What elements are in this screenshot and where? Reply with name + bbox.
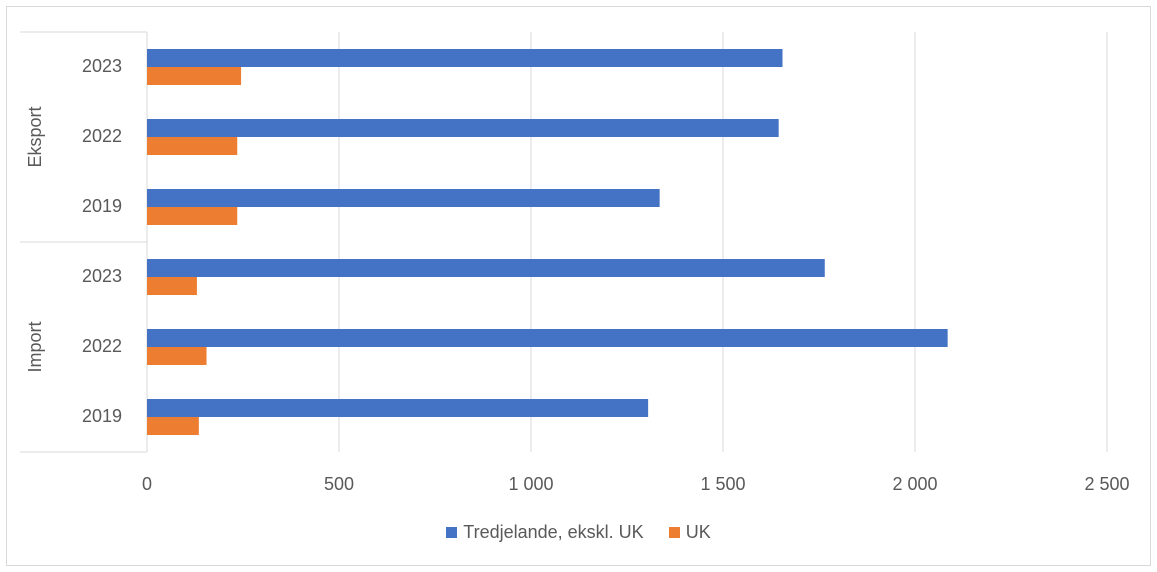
bar-series-1 — [147, 329, 948, 347]
bar-series-2 — [147, 207, 238, 225]
bar-series-1 — [147, 49, 783, 67]
x-tick-label: 1 500 — [700, 474, 745, 494]
category-label: 2022 — [82, 336, 122, 356]
x-tick-label: 0 — [142, 474, 152, 494]
category-label: 2023 — [82, 56, 122, 76]
bar-series-2 — [147, 417, 199, 435]
bar-series-1 — [147, 399, 649, 417]
category-label: 2019 — [82, 196, 122, 216]
bar-series-2 — [147, 347, 207, 365]
bar-series-1 — [147, 119, 779, 137]
legend: Tredjelande, ekskl. UK UK — [0, 522, 1157, 543]
category-label: 2023 — [82, 266, 122, 286]
bar-series-1 — [147, 189, 660, 207]
x-tick-label: 2 000 — [892, 474, 937, 494]
group-label: Eksport — [25, 106, 45, 167]
legend-item-series-2: UK — [668, 522, 711, 543]
category-label: 2019 — [82, 406, 122, 426]
gridlines — [146, 32, 1108, 452]
bar-series-2 — [147, 277, 197, 295]
legend-swatch-series-2 — [668, 527, 680, 538]
bar-series-1 — [147, 259, 825, 277]
x-tick-label: 2 500 — [1084, 474, 1129, 494]
legend-swatch-series-1 — [446, 527, 458, 538]
legend-item-series-1: Tredjelande, ekskl. UK — [446, 522, 644, 543]
category-axis: Eksport 2023 2022 2019 Import 2023 2022 2019 — [20, 31, 148, 453]
x-tick-label: 500 — [324, 474, 354, 494]
bars — [147, 49, 948, 435]
x-tick-labels: 0 500 1 000 1 500 2 000 2 500 — [142, 474, 1130, 494]
legend-label-series-2: UK — [685, 522, 711, 542]
x-tick-label: 1 000 — [508, 474, 553, 494]
bar-series-2 — [147, 67, 242, 85]
legend-label-series-1: Tredjelande, ekskl. UK — [463, 522, 644, 542]
bar-series-2 — [147, 137, 238, 155]
category-label: 2022 — [82, 126, 122, 146]
group-label: Import — [25, 321, 45, 372]
